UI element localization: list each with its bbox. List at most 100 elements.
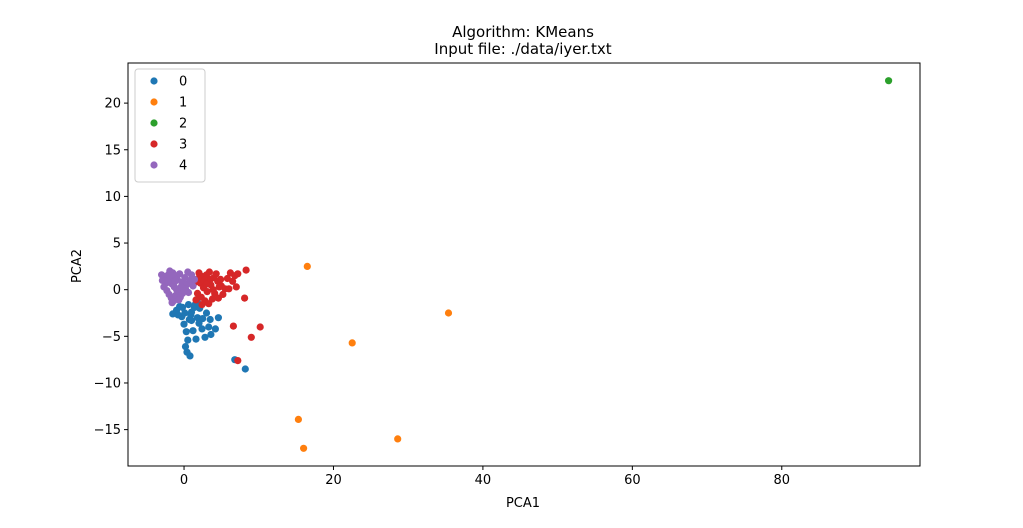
legend-label-1: 1 [179, 96, 187, 111]
point-series-3-27 [217, 275, 225, 283]
point-series-0-33 [241, 365, 249, 373]
point-series-0-5 [182, 328, 190, 336]
point-series-0-31 [174, 311, 182, 319]
chart-subtitle: Input file: ./data/iyer.txt [434, 40, 612, 58]
x-tick-label-1: 20 [325, 473, 342, 488]
point-series-0-28 [214, 314, 222, 322]
legend-marker-1 [150, 98, 158, 106]
point-series-3-28 [192, 296, 200, 304]
point-series-0-27 [206, 315, 214, 324]
point-series-0-30 [181, 309, 189, 317]
point-series-3-18 [193, 289, 202, 297]
point-series-3-13 [219, 290, 227, 298]
point-series-3-43 [223, 274, 231, 283]
y-tick-label-2: −5 [102, 330, 121, 345]
point-series-3-40 [247, 333, 255, 341]
x-axis-label: PCA1 [506, 496, 540, 511]
y-tick-label-0: −15 [94, 423, 121, 438]
point-series-4-33 [166, 272, 174, 280]
series-4 [158, 267, 199, 307]
point-series-4-32 [184, 268, 192, 276]
point-series-0-37 [178, 303, 187, 311]
point-series-3-34 [242, 266, 250, 274]
point-series-4-36 [180, 287, 188, 295]
point-series-0-6 [184, 336, 192, 344]
points-layer [158, 77, 893, 452]
y-tick-label-7: 20 [104, 97, 121, 112]
x-tick-label-0: 0 [180, 473, 188, 488]
legend-label-4: 4 [179, 159, 187, 174]
x-tick-label-2: 40 [475, 473, 492, 488]
series-0 [169, 299, 249, 373]
point-series-3-21 [198, 301, 206, 309]
point-series-4-14 [189, 282, 197, 290]
point-series-0-26 [195, 319, 203, 327]
point-series-1-2 [348, 339, 356, 347]
legend-label-3: 3 [179, 138, 187, 153]
legend-label-0: 0 [179, 75, 187, 90]
point-series-0-15 [201, 333, 209, 341]
point-series-3-9 [203, 288, 211, 296]
series-1 [294, 262, 453, 452]
point-series-4-37 [190, 275, 199, 283]
point-series-1-0 [303, 262, 311, 270]
point-series-3-22 [212, 270, 220, 278]
point-series-3-38 [229, 322, 237, 330]
point-series-4-9 [176, 270, 184, 278]
point-series-4-34 [168, 299, 176, 307]
point-series-1-1 [444, 309, 453, 317]
point-series-3-36 [232, 283, 240, 291]
point-series-0-21 [192, 335, 200, 343]
point-series-0-35 [184, 301, 193, 309]
point-series-0-9 [186, 352, 194, 360]
point-series-1-3 [294, 415, 302, 423]
y-tick-label-3: 0 [113, 283, 121, 298]
y-tick-label-6: 15 [104, 143, 121, 158]
series-3 [191, 266, 264, 365]
legend: 0 1 2 3 4 [134, 68, 206, 183]
point-series-0-4 [180, 320, 188, 328]
point-series-3-33 [234, 270, 242, 278]
x-axis: 0 20 40 60 80 [180, 466, 790, 488]
point-series-0-36 [187, 316, 196, 325]
x-tick-label-3: 60 [624, 473, 641, 488]
legend-marker-3 [150, 140, 158, 148]
point-series-0-14 [198, 325, 206, 333]
point-series-3-29 [202, 280, 211, 288]
point-series-4-39 [171, 277, 179, 285]
x-tick-label-4: 80 [774, 473, 791, 488]
point-series-3-39 [256, 323, 264, 331]
point-series-0-7 [181, 343, 190, 351]
point-series-0-16 [205, 323, 213, 331]
legend-marker-4 [150, 161, 158, 169]
y-axis: −15 −10 −5 0 5 10 15 20 [94, 97, 128, 438]
point-series-0-19 [202, 309, 211, 317]
legend-box [134, 68, 206, 183]
point-series-3-24 [215, 283, 223, 291]
y-tick-label-1: −10 [94, 376, 121, 391]
point-series-4-30 [164, 277, 172, 285]
point-series-3-41 [234, 357, 242, 365]
point-series-4-38 [158, 271, 166, 279]
point-series-3-42 [225, 285, 233, 293]
point-series-0-17 [207, 330, 215, 339]
point-series-3-23 [209, 286, 217, 294]
y-tick-label-4: 5 [113, 237, 121, 252]
point-series-3-37 [241, 294, 249, 302]
y-tick-label-5: 10 [104, 190, 121, 205]
legend-marker-2 [150, 119, 158, 127]
legend-label-2: 2 [179, 117, 187, 132]
point-series-3-25 [205, 268, 213, 276]
point-series-3-17 [208, 295, 216, 303]
legend-marker-0 [150, 77, 158, 85]
point-series-1-4 [394, 435, 402, 443]
y-axis-label: PCA2 [70, 249, 85, 283]
point-series-0-22 [189, 327, 197, 335]
point-series-2-0 [885, 77, 893, 85]
plot-frame [127, 62, 921, 467]
chart-title: Algorithm: KMeans [452, 23, 594, 41]
point-series-0-18 [211, 325, 219, 333]
series-2 [885, 77, 893, 85]
